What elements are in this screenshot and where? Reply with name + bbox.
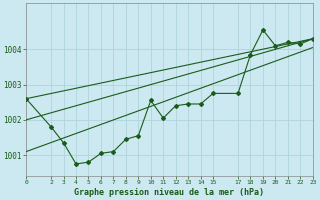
X-axis label: Graphe pression niveau de la mer (hPa): Graphe pression niveau de la mer (hPa): [75, 188, 264, 197]
